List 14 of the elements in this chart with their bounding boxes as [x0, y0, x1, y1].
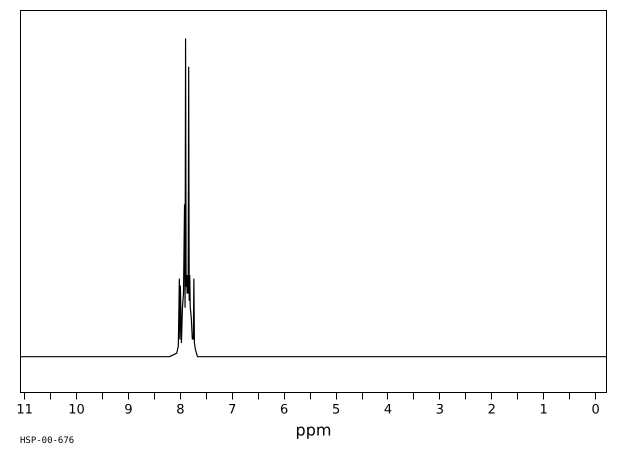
x-tick-label: 7 [228, 402, 236, 418]
x-tick-label: 8 [176, 402, 185, 418]
x-axis-title: ppm [296, 420, 332, 440]
x-tick-label: 9 [124, 402, 133, 418]
x-tick-label: 10 [68, 402, 85, 418]
x-tick-label: 3 [436, 402, 444, 418]
x-tick-label: 0 [591, 402, 600, 418]
x-tick-label: 2 [488, 402, 496, 418]
x-tick-label: 5 [332, 402, 340, 418]
x-tick-label: 4 [384, 402, 392, 418]
text: HSP-00-676 [20, 436, 74, 446]
x-tick-label: 6 [280, 402, 288, 418]
x-tick-label: 11 [16, 402, 33, 418]
x-tick-label: 1 [540, 402, 548, 418]
